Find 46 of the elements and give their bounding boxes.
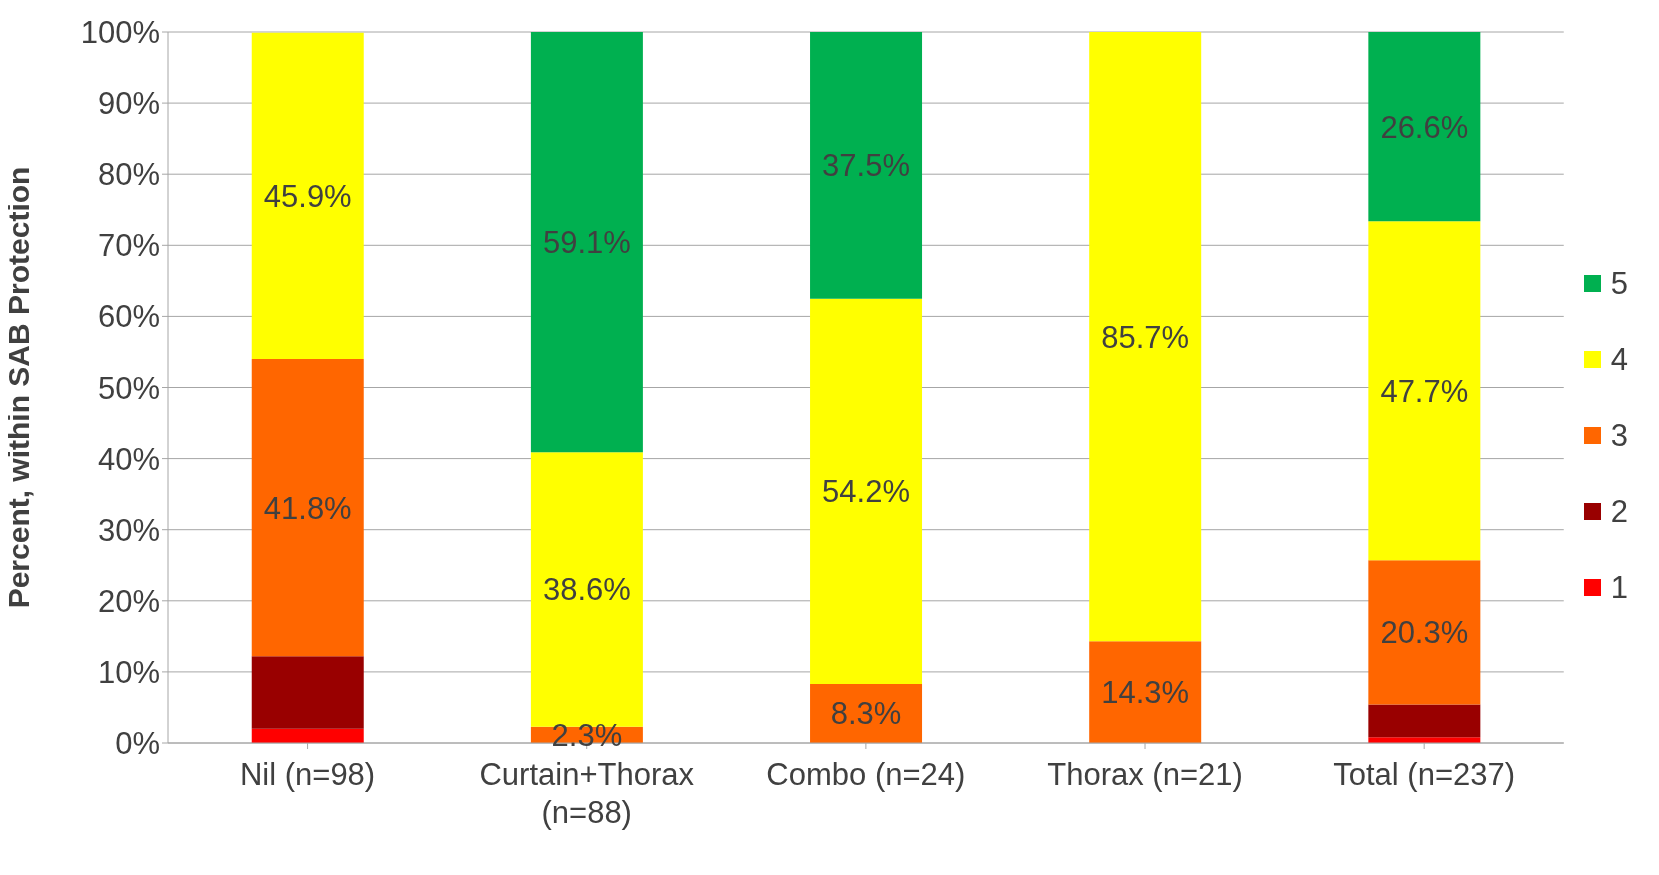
bar	[810, 32, 923, 299]
data-label: 14.3%	[1101, 675, 1190, 711]
x-tick-label: Combo (n=24)	[766, 757, 966, 792]
bar	[251, 656, 364, 729]
y-tick-label: 0%	[115, 726, 160, 762]
legend-label: 1	[1610, 569, 1628, 606]
y-tick-label: 30%	[97, 512, 160, 548]
data-label: 20.3%	[1380, 615, 1469, 651]
bar	[810, 298, 923, 684]
data-label: 38.6%	[542, 572, 631, 608]
legend-label: 4	[1610, 341, 1628, 378]
x-tick-label: Total (n=237)	[1333, 757, 1516, 792]
bar	[251, 359, 364, 657]
data-label: 26.6%	[1380, 109, 1469, 145]
y-tick-label: 50%	[97, 370, 160, 406]
data-label: 47.7%	[1380, 373, 1469, 409]
y-tick-label: 60%	[97, 299, 160, 335]
bar	[251, 32, 364, 360]
bar	[1368, 32, 1481, 222]
y-tick-label: 20%	[97, 583, 160, 619]
data-label: 59.1%	[542, 225, 631, 261]
bar	[530, 32, 643, 453]
legend-label: 2	[1610, 493, 1628, 530]
bar	[1089, 641, 1202, 743]
legend-label: 5	[1610, 265, 1628, 302]
y-tick-label: 70%	[97, 228, 160, 264]
bar	[251, 728, 364, 743]
bar	[1368, 560, 1481, 705]
data-label: 8.3%	[830, 696, 902, 732]
data-label: 85.7%	[1101, 319, 1190, 355]
data-label: 54.2%	[822, 474, 910, 510]
data-label: 45.9%	[263, 178, 352, 214]
x-tick-label: Curtain+Thorax (n=88)	[479, 757, 695, 830]
bar	[1368, 704, 1481, 738]
y-tick-label: 10%	[97, 654, 160, 690]
x-tick-label: Thorax (n=21)	[1047, 757, 1243, 792]
x-tick-label: Nil (n=98)	[239, 757, 376, 792]
y-tick-label: 100%	[80, 15, 160, 51]
y-tick-label: 80%	[97, 157, 160, 193]
data-label: 37.5%	[822, 148, 910, 184]
legend-label: 3	[1610, 417, 1628, 454]
bar	[1089, 32, 1202, 642]
data-label: 41.8%	[263, 490, 352, 526]
bar	[1368, 221, 1481, 561]
y-tick-label: 40%	[97, 441, 160, 477]
y-tick-label: 90%	[97, 86, 160, 122]
